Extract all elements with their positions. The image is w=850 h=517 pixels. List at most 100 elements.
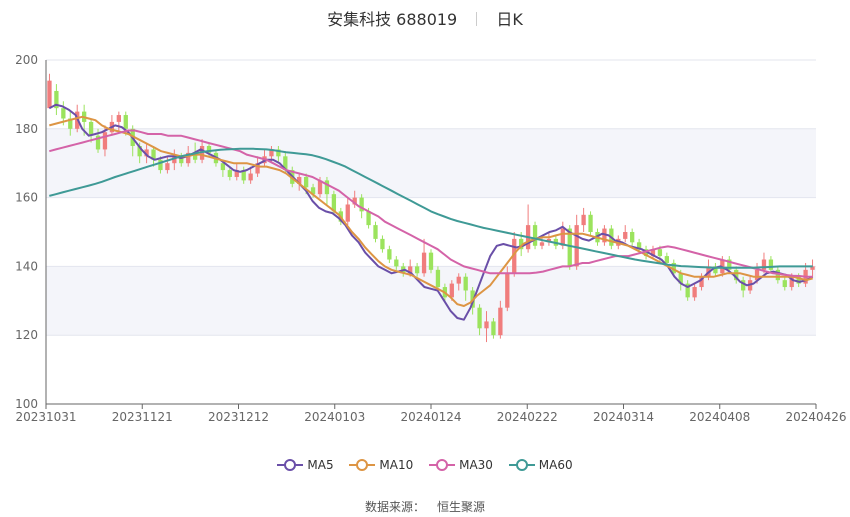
x-tick-label: 20231031 [15, 410, 76, 424]
candle-down [567, 228, 572, 267]
candle-up [560, 228, 565, 246]
candle-down [283, 156, 288, 171]
source-label: 数据来源： [364, 500, 425, 514]
legend-marker-ma60 [508, 459, 535, 471]
candle-up [186, 152, 191, 164]
candle-down [435, 269, 441, 288]
candle-up [255, 163, 260, 174]
candle-down [227, 170, 232, 177]
candle-up [47, 80, 52, 109]
candle-down [276, 149, 281, 157]
candle-down [192, 152, 198, 160]
candle-down [373, 225, 378, 239]
candle-down [387, 249, 392, 260]
candle-up [408, 266, 413, 274]
y-tick-label: 120 [15, 328, 38, 342]
candle-up [699, 276, 704, 288]
x-tick-label: 20240103 [304, 410, 365, 424]
legend-label-ma60: MA60 [538, 458, 573, 472]
candle-down [678, 273, 683, 284]
chart-title: 安集科技 688019 日K [0, 6, 850, 30]
candle-down [331, 194, 337, 212]
candle-up [345, 204, 350, 222]
legend-item-ma5[interactable]: MA5 [277, 458, 334, 472]
legend-marker-ma30 [429, 459, 456, 471]
candle-up [623, 232, 628, 239]
candle-down [630, 232, 635, 243]
y-tick-label: 100 [15, 397, 38, 411]
candle-down [394, 259, 399, 267]
legend: MA5 MA10 MA30 MA60 [0, 458, 850, 475]
legend-marker-ma10 [349, 459, 376, 471]
candle-up [692, 287, 697, 298]
candle-up [144, 149, 149, 157]
candle-up [172, 156, 177, 164]
candle-up [754, 269, 760, 281]
candle-down [532, 225, 538, 246]
candle-up [789, 276, 794, 288]
candle-down [685, 283, 690, 298]
candle-up [352, 197, 357, 205]
x-tick-label: 20231212 [208, 410, 269, 424]
candle-down [95, 135, 101, 150]
candle-down [414, 266, 420, 274]
candle-down [61, 108, 66, 119]
candle-down [782, 280, 787, 288]
candlestick-chart: 100 120 140 160 180 200 20231031 20231121 202312… [15, 53, 846, 424]
candle-up [505, 273, 510, 308]
candle-up [498, 307, 503, 336]
candle-up [116, 115, 121, 122]
candle-down [68, 118, 73, 129]
stock-name: 安集科技 688019 [327, 10, 458, 29]
candle-down [713, 266, 718, 274]
candle-up [297, 176, 302, 184]
candle-up [269, 149, 274, 157]
candle-up [102, 132, 108, 150]
candle-up [165, 163, 170, 171]
candle-down [241, 170, 246, 181]
candle-down [643, 249, 649, 257]
legend-item-ma10[interactable]: MA10 [349, 458, 413, 472]
y-tick-label: 140 [15, 259, 38, 273]
candle-up [650, 249, 656, 257]
candle-down [303, 176, 309, 188]
candle-down [796, 276, 801, 284]
candle-down [310, 187, 316, 195]
source-name: 恒生聚源 [437, 500, 486, 514]
grid-band [46, 60, 816, 129]
candle-down [768, 259, 774, 270]
candle-down [220, 163, 226, 171]
y-tick-label: 160 [15, 191, 38, 205]
candle-down [158, 159, 163, 171]
candle-up [574, 225, 579, 267]
series-line-ma10 [49, 115, 813, 307]
candle-up [602, 228, 607, 243]
x-tick-label: 20240314 [593, 410, 654, 424]
candle-up [512, 238, 517, 274]
candle-down [477, 307, 482, 329]
candle-down [463, 276, 468, 291]
x-tick-label: 20240222 [497, 410, 558, 424]
candle-down [366, 211, 371, 226]
candle-down [324, 180, 330, 195]
candle-down [734, 269, 739, 281]
candle-down [179, 156, 184, 164]
candle-down [88, 121, 94, 136]
candle-up [248, 173, 253, 181]
period-label: 日K [496, 10, 523, 29]
candle-down [588, 214, 593, 232]
legend-item-ma30[interactable]: MA30 [429, 458, 493, 472]
candle-down [428, 252, 434, 270]
candle-down [519, 238, 524, 250]
candle-down [741, 280, 746, 291]
candle-up [810, 266, 815, 270]
candle-down [664, 256, 670, 263]
x-tick-label: 20240408 [689, 410, 750, 424]
legend-item-ma60[interactable]: MA60 [508, 458, 573, 472]
x-tick-label: 20231121 [112, 410, 173, 424]
candle-up [761, 259, 767, 270]
legend-label-ma30: MA30 [459, 458, 493, 472]
candle-up [421, 252, 427, 274]
data-source: 数据来源： 恒生聚源 [0, 498, 850, 515]
title-separator [476, 12, 478, 26]
